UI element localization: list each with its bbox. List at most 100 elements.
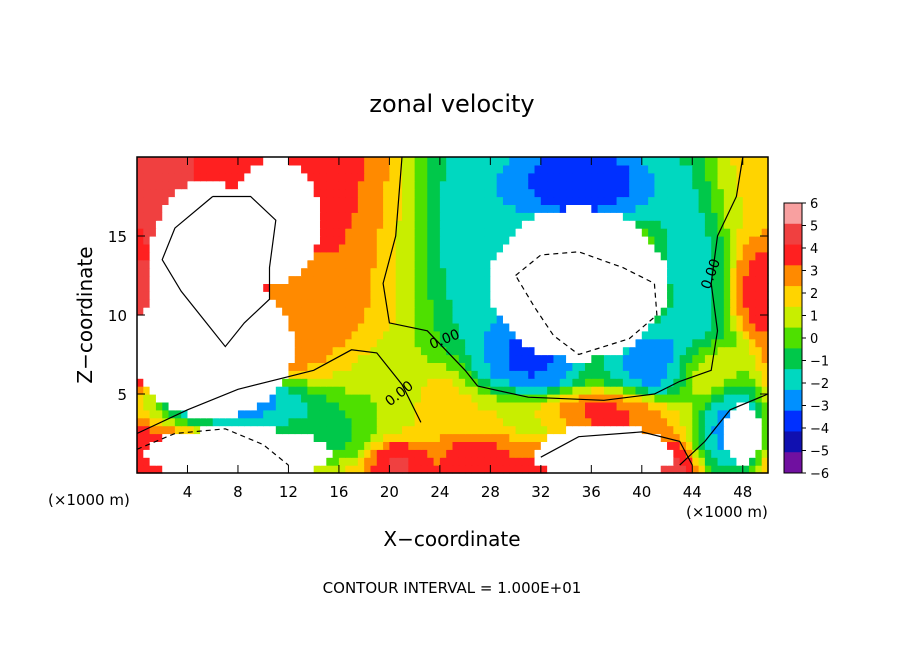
heat-cell <box>761 394 769 403</box>
colorbar-swatch <box>784 203 802 225</box>
heat-cell <box>294 251 302 261</box>
heat-cell <box>755 346 763 356</box>
heat-cell <box>237 378 245 387</box>
heat-cell <box>509 433 517 442</box>
heat-cell <box>389 338 397 348</box>
heat-cell <box>635 425 643 435</box>
heat-cell <box>540 243 548 253</box>
heat-cell <box>755 188 763 198</box>
heat-cell <box>749 449 756 458</box>
heat-cell <box>294 394 302 403</box>
heat-cell <box>376 315 384 324</box>
heat-cell <box>282 220 290 229</box>
heat-cell <box>622 386 630 395</box>
heat-cell <box>395 259 403 269</box>
heat-cell <box>212 441 220 450</box>
heat-cell <box>420 386 428 395</box>
heat-cell <box>496 220 504 229</box>
heat-cell <box>597 291 605 300</box>
heat-cell <box>641 283 649 292</box>
heat-cell <box>187 394 195 403</box>
x-unit-label-right: (×1000 m) <box>686 503 768 521</box>
heat-cell <box>742 164 750 174</box>
heat-cell <box>345 164 353 174</box>
heat-cell <box>452 315 460 324</box>
heat-cell <box>496 212 504 221</box>
heat-cell <box>610 346 618 356</box>
heat-cell <box>572 236 580 245</box>
heat-cell <box>446 157 454 166</box>
heat-cell <box>402 465 409 474</box>
heat-cell <box>749 441 756 450</box>
heat-cell <box>591 441 599 450</box>
heat-cell <box>502 457 510 466</box>
heat-cell <box>212 299 220 308</box>
heat-cell <box>458 188 466 198</box>
heat-cell <box>162 441 170 450</box>
heat-cell <box>477 157 485 166</box>
heat-cell <box>345 267 353 277</box>
heat-cell <box>433 283 441 292</box>
heat-cell <box>162 196 170 205</box>
heat-cell <box>692 164 700 174</box>
heat-cell <box>679 267 687 277</box>
heat-cell <box>465 299 473 308</box>
heat-cell <box>711 180 719 190</box>
heat-cell <box>219 188 226 198</box>
heat-cell <box>597 251 605 261</box>
heat-cell <box>439 315 447 324</box>
heat-cell <box>219 394 226 403</box>
heat-cell <box>585 188 592 198</box>
heat-cell <box>660 251 668 261</box>
heat-cell <box>761 267 769 277</box>
heat-cell <box>622 401 630 411</box>
heat-cell <box>332 338 340 348</box>
heat-cell <box>288 307 296 316</box>
heat-cell <box>641 370 649 379</box>
heat-cell <box>319 220 327 229</box>
heat-cell <box>263 386 271 395</box>
heat-cell <box>730 299 738 308</box>
heat-cell <box>603 299 611 308</box>
heat-cell <box>610 386 618 395</box>
heat-cell <box>149 465 157 474</box>
heat-cell <box>572 338 580 348</box>
heat-cell <box>547 354 555 363</box>
heat-cell <box>439 164 447 174</box>
heat-cell <box>420 157 428 166</box>
colorbar-tick-label: −4 <box>810 422 829 437</box>
heat-cell <box>187 457 195 466</box>
heat-cell <box>275 378 283 387</box>
heat-cell <box>137 378 144 387</box>
heat-cell <box>597 212 605 221</box>
heat-cell <box>566 465 573 474</box>
heat-cell <box>616 172 624 182</box>
heat-cell <box>332 394 340 403</box>
heat-cell <box>313 441 321 450</box>
heat-cell <box>313 243 321 253</box>
heat-cell <box>137 299 144 308</box>
heat-cell <box>648 157 656 166</box>
colorbar-swatch <box>784 369 802 391</box>
heat-cell <box>408 164 416 174</box>
heat-cell <box>736 164 744 174</box>
heat-cell <box>446 425 454 435</box>
heat-cell <box>269 378 277 387</box>
heat-cell <box>521 330 529 340</box>
heat-cell <box>660 180 668 190</box>
heat-cell <box>338 291 346 300</box>
heat-cell <box>376 425 384 435</box>
heat-cell <box>515 275 523 284</box>
heat-cell <box>288 243 296 253</box>
heat-cell <box>711 291 719 300</box>
heat-cell <box>288 220 296 229</box>
heat-cell <box>294 212 302 221</box>
heat-cell <box>465 315 473 324</box>
heat-cell <box>591 228 599 237</box>
heat-cell <box>698 362 706 371</box>
heat-cell <box>364 236 372 245</box>
heat-cell <box>338 457 346 466</box>
heat-cell <box>212 370 220 379</box>
heat-cell <box>351 228 359 237</box>
heat-cell <box>749 251 756 261</box>
